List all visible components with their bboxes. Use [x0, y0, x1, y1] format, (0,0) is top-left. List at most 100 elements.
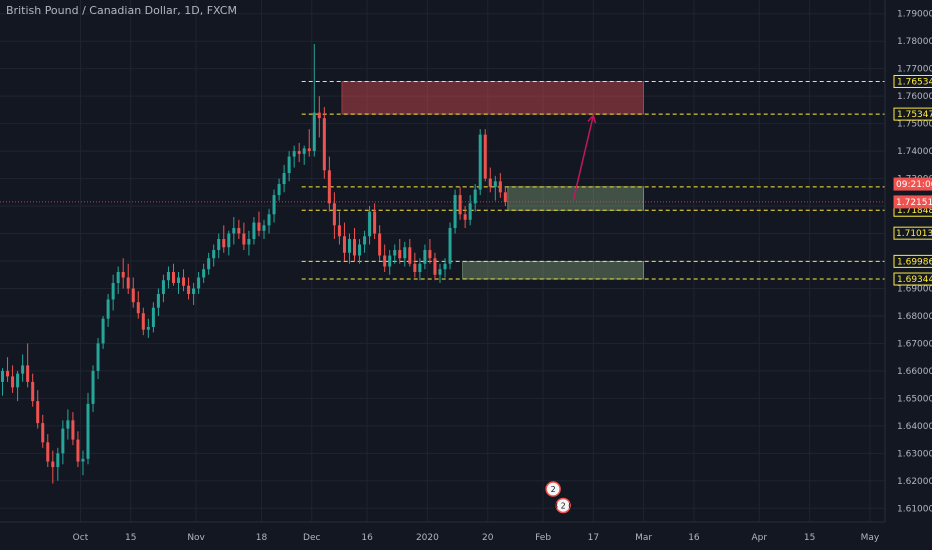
candle-body [358, 244, 362, 256]
candle-body [227, 233, 231, 248]
level-price-label: 1.69986 [893, 254, 932, 268]
candle-body [388, 255, 392, 267]
candle-body [342, 236, 346, 253]
price-axis-tick-label: 1.78000 [897, 37, 932, 47]
candle-body [156, 293, 160, 308]
candle-body [458, 195, 462, 215]
level-price-label: 1.69344 [893, 272, 932, 286]
candle-body [453, 195, 457, 229]
event-marker-label: 2 [551, 485, 556, 494]
price-label-text: 1.72151 [896, 198, 932, 208]
candle-body [322, 118, 326, 171]
level-price-label-text: 1.76534 [897, 77, 932, 87]
candle-body [192, 288, 196, 294]
candle-body [232, 228, 236, 234]
time-axis-tick-label: 20 [482, 533, 494, 543]
candle-body [277, 184, 281, 196]
time-axis-tick-label: 2020 [416, 533, 439, 543]
event-marker-circle [555, 497, 571, 514]
price-axis-tick-label: 1.67000 [897, 339, 932, 349]
candle-body [222, 239, 226, 248]
price-axis-tick-label: 1.64000 [897, 422, 932, 432]
event-marker-label: 3 2 0 [553, 502, 573, 511]
candle-body [373, 211, 377, 234]
candle-body [413, 263, 417, 272]
candle-body [498, 181, 502, 193]
time-axis-tick-label: Mar [635, 533, 652, 543]
time-axis-tick-label: May [861, 533, 880, 543]
candle-body [76, 439, 80, 462]
time-axis-tick-label: Nov [187, 533, 205, 543]
price-axis-tick-label: 1.68000 [897, 312, 932, 322]
candle-body [337, 225, 341, 237]
candle-body [282, 173, 286, 185]
candle-body [1, 370, 5, 382]
price-label-box [893, 177, 932, 191]
candle-body [111, 282, 115, 300]
candle-body [146, 326, 150, 330]
candle-body [81, 458, 85, 462]
event-marker-circle [545, 481, 561, 497]
candle-body [21, 365, 25, 374]
supply-zone [341, 81, 644, 115]
candle-body [121, 271, 125, 278]
time-axis-tick-label: 18 [256, 533, 268, 543]
candle-body [86, 403, 90, 459]
candle-body [297, 151, 301, 154]
candle-body [433, 258, 437, 275]
level-price-label-box [893, 254, 932, 268]
demand-zone [462, 261, 644, 280]
price-label-current: 1.72151 [893, 195, 932, 209]
candle-body [166, 271, 170, 281]
candle-body [247, 239, 251, 245]
price-label-box [893, 226, 932, 240]
candle-body [428, 250, 432, 259]
candle-body [91, 370, 95, 404]
price-label-text: 09:21:06 [896, 180, 932, 190]
candle-body [503, 192, 507, 202]
candle-body [292, 151, 296, 157]
candle-body [41, 423, 45, 443]
candle-body [257, 222, 261, 231]
event-marker: 3 2 0 [553, 497, 573, 514]
candle-body [363, 236, 367, 245]
price-axis-tick-label: 1.66000 [897, 367, 932, 377]
candle-body [212, 250, 216, 259]
candle-body [327, 170, 331, 204]
candle-body [171, 271, 175, 283]
candle-body [463, 214, 467, 220]
candle-body [197, 277, 201, 289]
candle-body [96, 343, 100, 371]
candle-body [473, 189, 477, 204]
projection-arrow [572, 115, 595, 201]
price-axis-tick-label: 1.62000 [897, 477, 932, 487]
candle-body [403, 247, 407, 259]
level-price-label: 1.75347 [893, 107, 932, 121]
level-price-label-text: 1.75347 [897, 110, 932, 120]
price-axis-tick-label: 1.75000 [897, 120, 932, 130]
candle-body [287, 156, 291, 174]
candle-body [177, 277, 181, 283]
level-price-label-box [893, 272, 932, 286]
level-price-label-box [893, 74, 932, 88]
time-axis-tick-label: Dec [303, 533, 320, 543]
event-marker: 2 [545, 481, 561, 497]
candle-body [136, 302, 140, 314]
candle-body [51, 461, 55, 468]
candle-body [352, 239, 357, 256]
candle-body [101, 318, 105, 344]
price-axis-tick-label: 1.61000 [897, 504, 932, 514]
level-price-label-text: 1.71848 [897, 206, 932, 216]
candle-body [31, 381, 35, 402]
symbol-title: British Pound / Canadian Dollar, 1D, FXC… [6, 4, 237, 17]
candle-body [6, 370, 10, 377]
candle-body [56, 453, 60, 468]
candle-body [161, 280, 165, 294]
candle-body [418, 263, 422, 272]
time-axis-tick-label: Apr [752, 533, 768, 543]
price-label-text: 1.71013 [896, 229, 932, 239]
candle-body [237, 228, 241, 234]
candle-body [187, 285, 191, 294]
